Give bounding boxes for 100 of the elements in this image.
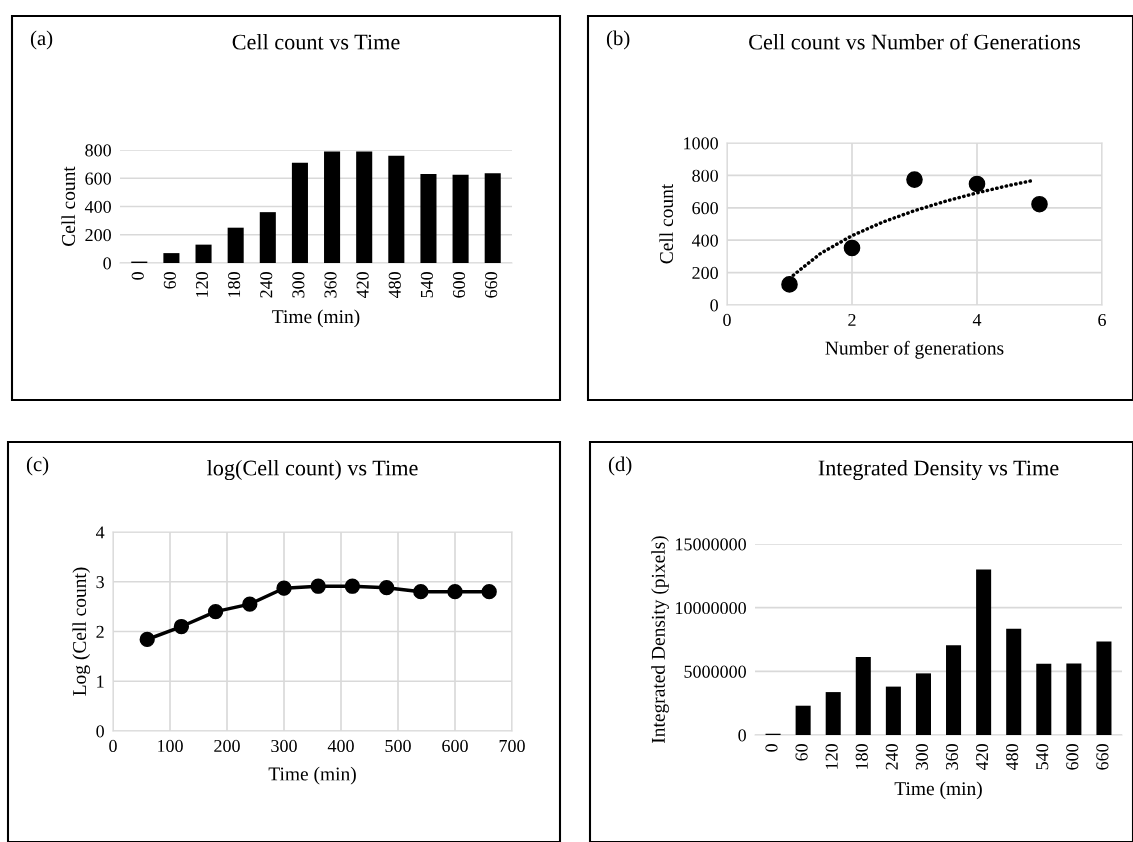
x-tick-label: 420	[356, 272, 369, 299]
y-tick-label: 3	[96, 576, 104, 589]
point	[1031, 195, 1048, 213]
bar	[946, 645, 962, 735]
point	[781, 276, 798, 293]
text: (c)	[26, 456, 49, 476]
bar	[795, 705, 811, 735]
x-tick-label: 660	[1096, 744, 1109, 770]
point	[968, 175, 986, 193]
x-axis-title: Number of generations	[825, 340, 1004, 359]
bar	[195, 244, 212, 263]
x-tick-label: 600	[442, 739, 468, 753]
x-tick-label: 700	[499, 739, 525, 753]
x-tick-label: 480	[1006, 744, 1019, 771]
x-tick-label: 120	[825, 744, 838, 769]
y-tick-label: 600	[692, 202, 718, 215]
x-tick-label: 240	[260, 272, 273, 298]
x-tick-label: 180	[855, 744, 868, 769]
x-tick-label: 100	[158, 739, 183, 753]
chart-title: Cell count vs Number of Generations	[749, 33, 1081, 50]
bar	[420, 174, 437, 263]
y-tick-label: 2	[96, 625, 104, 638]
bar	[324, 151, 341, 263]
bar	[163, 253, 180, 263]
x-tick-label: 300	[915, 744, 928, 770]
y-tick-label: 4	[95, 526, 105, 539]
chart-title: Integrated Density vs Time	[818, 459, 1059, 481]
point	[413, 584, 429, 600]
point	[139, 631, 155, 648]
y-tick-label: 0	[710, 299, 718, 312]
x-tick-label: 180	[228, 272, 241, 297]
bar	[1036, 663, 1052, 735]
y-tick-label: 1	[97, 675, 104, 688]
x-tick-label: 2	[848, 313, 856, 326]
x-tick-label: 600	[1066, 744, 1079, 770]
x-tick-label: 60	[163, 272, 176, 289]
point	[242, 596, 258, 612]
x-tick-label: 240	[885, 744, 898, 770]
text: (a)	[30, 30, 53, 50]
y-tick-label: 0	[738, 729, 746, 742]
y-tick-label: 600	[85, 172, 111, 185]
bar	[259, 212, 276, 263]
x-tick-label: 660	[485, 272, 498, 298]
y-tick-label: 15000000	[676, 538, 746, 551]
y-axis-title: Log (Cell count)	[72, 567, 91, 696]
bar	[1096, 641, 1112, 735]
x-tick-label: 500	[385, 739, 411, 753]
y-tick-label: 400	[84, 200, 111, 213]
x-tick-label: 4	[972, 313, 982, 326]
y-tick-label: 1000	[684, 137, 718, 150]
x-tick-label: 420	[975, 744, 989, 771]
x-tick-label: 600	[452, 272, 466, 298]
point	[310, 578, 326, 594]
bar	[915, 673, 931, 735]
x-tick-label: 0	[723, 313, 731, 327]
bar	[885, 686, 901, 735]
x-tick-label: 6	[1098, 313, 1106, 327]
y-axis-title: Cell count	[61, 166, 76, 246]
text: (b)	[606, 30, 630, 50]
x-tick-label: 120	[195, 272, 209, 297]
x-axis-title: Time (min)	[894, 781, 982, 800]
x-tick-label: 60	[795, 744, 808, 761]
y-tick-label: 400	[691, 234, 718, 247]
x-tick-label: 0	[765, 744, 778, 752]
bar	[291, 162, 308, 263]
point	[378, 580, 395, 596]
y-axis-title: Integrated Density (pixels)	[651, 536, 669, 744]
x-axis-title: Time (min)	[268, 766, 356, 785]
x-tick-label: 540	[420, 272, 433, 298]
point	[173, 618, 190, 635]
x-tick-label: 540	[1036, 744, 1049, 770]
point	[447, 584, 463, 600]
point	[207, 603, 224, 620]
chart-title: log(Cell count) vs Time	[207, 459, 418, 481]
x-tick-label: 400	[327, 739, 354, 753]
y-tick-label: 200	[85, 229, 111, 242]
x-tick-label: 360	[324, 272, 337, 298]
x-tick-label: 300	[292, 272, 305, 298]
bar	[1006, 628, 1022, 735]
x-tick-label: 300	[271, 739, 297, 753]
bar	[484, 173, 501, 263]
y-tick-label: 800	[692, 169, 718, 182]
chart-title: Cell count vs Time	[232, 33, 400, 50]
x-tick-label: 480	[388, 272, 401, 299]
x-tick-label: 0	[131, 272, 144, 280]
point	[344, 578, 361, 594]
point	[481, 584, 497, 600]
x-tick-label: 200	[214, 739, 240, 753]
bar	[388, 155, 405, 263]
text: (d)	[608, 456, 632, 476]
x-tick-label: 360	[945, 744, 959, 770]
bar	[855, 656, 871, 735]
y-tick-label: 800	[85, 144, 111, 157]
bar	[356, 151, 373, 263]
bar	[452, 174, 469, 263]
y-tick-label: 0	[96, 725, 104, 738]
bar	[1066, 663, 1082, 735]
bar	[825, 692, 841, 735]
point	[906, 171, 923, 188]
bar	[976, 569, 992, 735]
